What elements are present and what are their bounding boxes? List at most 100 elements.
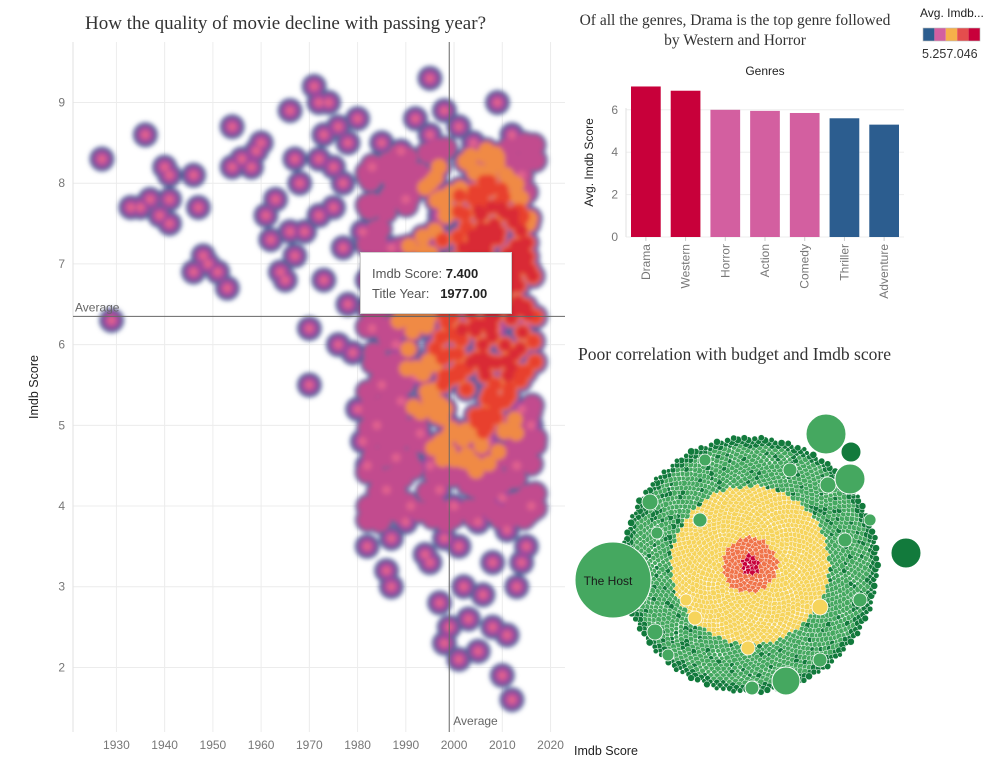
genre-bars[interactable]	[631, 86, 899, 237]
heat-point-core	[454, 122, 464, 132]
heat-point-core	[362, 461, 372, 471]
heat-warm	[506, 411, 523, 428]
heat-point-core	[357, 436, 367, 446]
y-tick-label: 6	[58, 338, 65, 352]
heat-point-core	[526, 501, 536, 511]
heat-point-core	[386, 582, 396, 592]
bubble-medium	[811, 598, 829, 616]
heat-hot	[484, 389, 499, 404]
bubble-large[interactable]	[805, 413, 847, 455]
heat-point-core	[468, 138, 478, 148]
bar-category-label: Western	[679, 244, 693, 288]
y-tick-label: 9	[58, 96, 65, 110]
heat-point-core	[213, 267, 223, 277]
heat-point-core	[304, 323, 314, 333]
bubble	[627, 518, 636, 527]
bubble	[809, 451, 818, 459]
bubble	[846, 637, 855, 646]
bubble	[724, 437, 731, 444]
heat-point-core	[377, 380, 387, 390]
heat-point-core	[246, 162, 256, 172]
bubble-chart-title: Poor correlation with budget and Imdb sc…	[578, 344, 891, 364]
heat-point-core	[502, 630, 512, 640]
bubble-medium	[852, 592, 868, 608]
heat-hot	[459, 382, 474, 397]
heat-point-core	[145, 194, 155, 204]
bar-comedy[interactable]	[789, 112, 820, 237]
heat-hottest	[496, 204, 509, 217]
heat-point-core	[97, 154, 107, 164]
heat-point-core	[343, 299, 353, 309]
bubble	[824, 460, 832, 468]
heat-dense-point	[448, 464, 469, 485]
bubble	[674, 457, 680, 464]
heat-dense-point	[420, 500, 441, 521]
heat-dense-point	[393, 374, 414, 395]
heat-warm	[490, 443, 507, 460]
heat-point-core	[377, 138, 387, 148]
heat-hot	[451, 204, 466, 219]
bubble-large[interactable]	[744, 680, 760, 696]
bubble-large[interactable]	[834, 463, 866, 495]
heat-point-core	[319, 130, 329, 140]
bubble	[871, 534, 879, 541]
bubble	[730, 688, 737, 695]
tooltip-year-value: 1977.00	[440, 286, 488, 301]
heat-dense-point	[357, 234, 378, 255]
bubble-large[interactable]	[771, 666, 801, 696]
heat-hottest	[476, 231, 489, 244]
bar-horror[interactable]	[710, 109, 741, 237]
heat-point-core	[285, 106, 295, 116]
heat-point-core	[396, 396, 406, 406]
heatmap-x-axis-title: Imdb Score	[574, 744, 638, 758]
heat-point-core	[126, 202, 136, 212]
bubble-pack[interactable]: The Host	[574, 413, 922, 696]
heat-warm	[513, 190, 530, 207]
legend-value: 5.257.046	[922, 47, 978, 61]
bar-action[interactable]	[750, 110, 780, 237]
bar-category-label: Action	[758, 244, 772, 277]
heat-warm	[425, 439, 442, 456]
bubble	[730, 434, 738, 442]
bubble-medium	[679, 593, 693, 607]
heat-point-core	[473, 646, 483, 656]
bubble	[653, 476, 659, 482]
heat-point-core	[435, 485, 445, 495]
heat-warm	[458, 447, 475, 464]
bubble	[828, 658, 835, 665]
heat-point-core	[425, 461, 435, 471]
heat-point-core	[386, 243, 396, 253]
tooltip: Imdb Score: 7.400 Title Year: 1977.00	[360, 252, 512, 314]
bubble	[784, 440, 792, 447]
bar-y-tick-label: 2	[611, 188, 618, 202]
bubble	[872, 555, 880, 563]
heat-warm	[503, 173, 520, 190]
heat-point-core	[189, 267, 199, 277]
heat-warm	[457, 422, 474, 439]
bubble-large[interactable]	[890, 537, 922, 569]
bubble	[871, 589, 877, 596]
heat-warm	[401, 238, 418, 255]
heat-hot	[435, 232, 450, 247]
bubble-medium	[837, 532, 853, 548]
heat-warm	[434, 409, 451, 426]
bar-western[interactable]	[670, 90, 701, 237]
heat-point-core	[406, 501, 416, 511]
heat-point-core	[348, 348, 358, 358]
heatmap-density[interactable]	[89, 65, 549, 713]
heat-point-core	[295, 178, 305, 188]
bubble	[840, 646, 847, 653]
bubble	[714, 685, 720, 691]
bar-thriller[interactable]	[829, 118, 860, 237]
bar-category-label: Horror	[718, 244, 732, 278]
heat-point-core	[507, 695, 517, 705]
heat-point-core	[521, 541, 531, 551]
bubble-large[interactable]	[840, 441, 862, 463]
heat-dense-point	[522, 395, 543, 416]
bar-category-label: Drama	[639, 244, 653, 280]
heat-hottest	[515, 224, 528, 237]
bar-adventure[interactable]	[869, 124, 899, 237]
heat-dense-point	[464, 477, 485, 498]
heat-warm	[390, 313, 407, 330]
bar-drama[interactable]	[631, 86, 661, 237]
